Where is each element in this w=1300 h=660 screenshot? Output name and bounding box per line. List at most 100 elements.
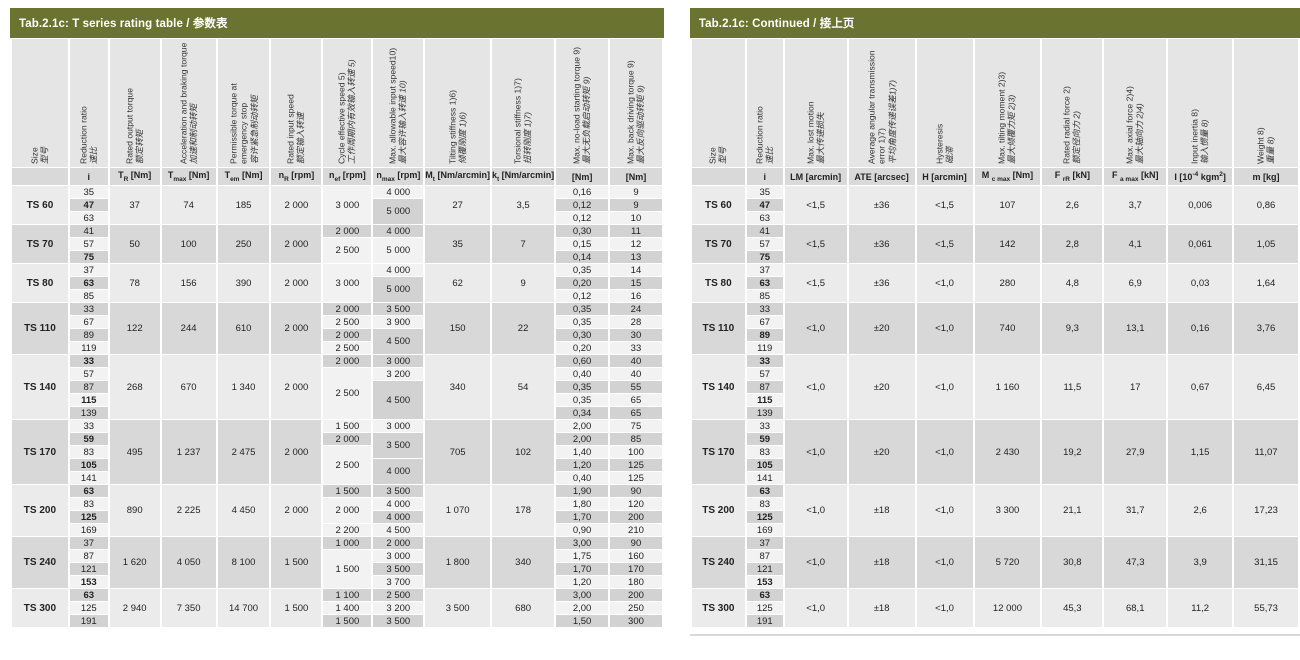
value-cell-nr: 1 500 — [271, 537, 322, 588]
table-row: 63 — [692, 212, 1298, 224]
col-header-tmax: Acceleration and braking torque 加速和制动转矩 — [161, 39, 216, 167]
value-cell-start: 1,20 — [556, 576, 609, 588]
size-cell: TS 200 — [691, 485, 745, 536]
value-cell-nr: 2 000 — [271, 355, 322, 419]
rotated-label: Max. back driving torque 9) 最大反向驱动转矩 9) — [625, 42, 646, 164]
value-cell-back: 65 — [610, 407, 662, 419]
rotated-label: Input inertia 8) 输入惯量 8) — [1190, 42, 1211, 164]
value-cell-nef: 1 400 — [323, 602, 372, 614]
value-cell-fa: 47,3 — [1104, 537, 1167, 588]
value-cell-fa: 4,1 — [1104, 225, 1167, 263]
value-cell-back: 9 — [610, 199, 662, 211]
t-series-rating-table-continued: Tab.2.1c: Continued / 接上页 Size 型号 Reductio… — [689, 8, 1300, 636]
value-cell-kt: 178 — [491, 485, 555, 536]
table-row: 121 — [692, 563, 1298, 575]
value-cell-ate: ±36 — [848, 186, 915, 224]
value-cell-back: 16 — [610, 290, 662, 302]
unit-size — [691, 168, 745, 185]
rotated-label: Rated output torque 额定转矩 — [124, 42, 145, 164]
table-row: 63 — [692, 277, 1298, 289]
size-cell: TS 300 — [691, 589, 745, 627]
value-cell-start: 1,75 — [556, 550, 609, 562]
value-cell-start: 1,50 — [556, 615, 609, 627]
table-row: 121 3 500 1,70 170 — [12, 563, 662, 575]
value-cell-back: 65 — [610, 394, 662, 406]
header-zh: 倾覆刚度 1)6) — [457, 111, 468, 164]
value-cell-mt: 27 — [425, 186, 490, 224]
ratio-cell: 57 — [69, 238, 108, 250]
rotated-label: Hysteresis 磁滞 — [934, 42, 955, 164]
col-header-lm: Max. lost motion 最大传递损失 — [784, 39, 847, 167]
table-row: TS 300 63 <1,0 ±18 <1,0 12 000 45,3 68,1 11,2 55,… — [691, 589, 1298, 627]
unit-ratio: i — [69, 168, 108, 185]
value-cell-nef: 2 000 — [323, 355, 372, 367]
value-cell-tmax: 74 — [161, 186, 216, 224]
table-row: 87 1 500 3 000 1,75 160 — [12, 550, 662, 588]
ratio-cell: 85 — [746, 290, 783, 302]
value-cell-ate: ±18 — [848, 589, 915, 627]
value-cell-ate: ±18 — [848, 485, 915, 536]
table-row: TS 200 63 890 2 225 4 450 2 000 1 500 3 500 1 07… — [12, 485, 662, 536]
unit-lm: LM [arcmin] — [784, 168, 847, 185]
value-cell-mt: 705 — [425, 420, 490, 484]
ratio-cell: 37 — [746, 264, 783, 276]
table-row: TS 70 41 <1,5 ±36 <1,5 142 2,8 4,1 0,061 1,05 — [691, 225, 1298, 263]
ratio-cell: 75 — [69, 251, 108, 263]
col-header-nr: Rated input speed 额定输入转速 — [271, 39, 322, 167]
ratio-cell: 153 — [746, 576, 783, 588]
table-row: 119 — [692, 342, 1298, 354]
col-header-nmax: Max. allowable input speed10) 最大容许输入转速 10… — [373, 39, 424, 167]
table-row: 75 0,14 13 — [12, 251, 662, 263]
rotated-label: Max. tilting moment 2)3) 最大倾覆力矩 2)3) — [997, 42, 1018, 164]
value-cell-back: 160 — [610, 550, 662, 562]
rotated-label: Weight 8) 重量 8) — [1256, 42, 1277, 164]
ratio-cell: 35 — [69, 186, 108, 198]
value-cell-inertia: 3,9 — [1168, 537, 1233, 588]
value-cell-inertia: 0,67 — [1168, 355, 1233, 419]
table-row: TS 170 33 495 1 237 2 475 2 000 1 500 3 000 705 1… — [12, 420, 662, 484]
value-cell-nmax: 3 200 — [373, 368, 424, 380]
value-cell-inertia: 0,16 — [1168, 303, 1233, 354]
rotated-label: Reduction ratio 速比 — [754, 42, 775, 164]
ratio-cell: 83 — [69, 498, 108, 510]
value-cell-start: 0,12 — [556, 290, 609, 302]
value-cell-inertia: 11,2 — [1168, 589, 1233, 627]
value-cell-nmax: 4 000 — [373, 459, 424, 484]
table-row: TS 70 41 50 100 250 2 000 2 000 4 000 35 7 0,30 11 — [12, 225, 662, 263]
unit-h: H [arcmin] — [916, 168, 973, 185]
value-cell-start: 0,20 — [556, 277, 609, 289]
table-row: TS 110 33 122 244 610 2 000 2 000 3 500 150 22 0,3… — [12, 303, 662, 354]
value-cell-tr: 50 — [109, 225, 160, 263]
value-cell-lm: <1,0 — [784, 355, 847, 419]
ratio-cell: 57 — [746, 368, 783, 380]
value-cell-h: <1,5 — [916, 186, 973, 224]
value-cell-tem: 8 100 — [217, 537, 270, 588]
header-en: Size — [29, 147, 40, 164]
value-cell-fr: 19,2 — [1042, 420, 1103, 484]
value-cell-start: 0,35 — [556, 394, 609, 406]
value-cell-tr: 268 — [109, 355, 160, 419]
value-cell-back: 85 — [610, 433, 662, 445]
value-cell-nmax: 5 000 — [373, 277, 424, 302]
header-zh: 额定输入转速 — [296, 112, 307, 164]
value-cell-nmax: 4 000 — [373, 511, 424, 523]
header-row: Size 型号 Reduction ratio 速比 Rated output torq… — [12, 39, 662, 167]
header-zh: 额定径向力 2) — [1072, 111, 1083, 164]
value-cell-mt: 1 800 — [425, 537, 490, 588]
header-zh: 最大无负载启动转矩 9) — [582, 76, 593, 164]
value-cell-back: 13 — [610, 251, 662, 263]
header-zh: 工作周期内有效输入转速 5) — [347, 59, 358, 164]
value-cell-nef: 3 000 — [323, 186, 372, 224]
table-row: 141 0,40 125 — [12, 472, 662, 484]
value-cell-mt: 1 070 — [425, 485, 490, 536]
value-cell-start: 1,80 — [556, 498, 609, 510]
ratio-cell: 75 — [746, 251, 783, 263]
value-cell-back: 9 — [610, 186, 662, 198]
col-header-fr: Rated radial force 2) 额定径向力 2) — [1042, 39, 1103, 167]
value-cell-mc: 1 160 — [974, 355, 1041, 419]
header-en: Max. back driving torque 9) — [625, 60, 636, 164]
value-cell-fa: 31,7 — [1104, 485, 1167, 536]
col-header-back: Max. back driving torque 9) 最大反向驱动转矩 9) — [610, 39, 662, 167]
table-row: 47 5 000 0,12 9 — [12, 199, 662, 224]
unit-kt: kt [Nm/arcmin] — [491, 168, 555, 185]
